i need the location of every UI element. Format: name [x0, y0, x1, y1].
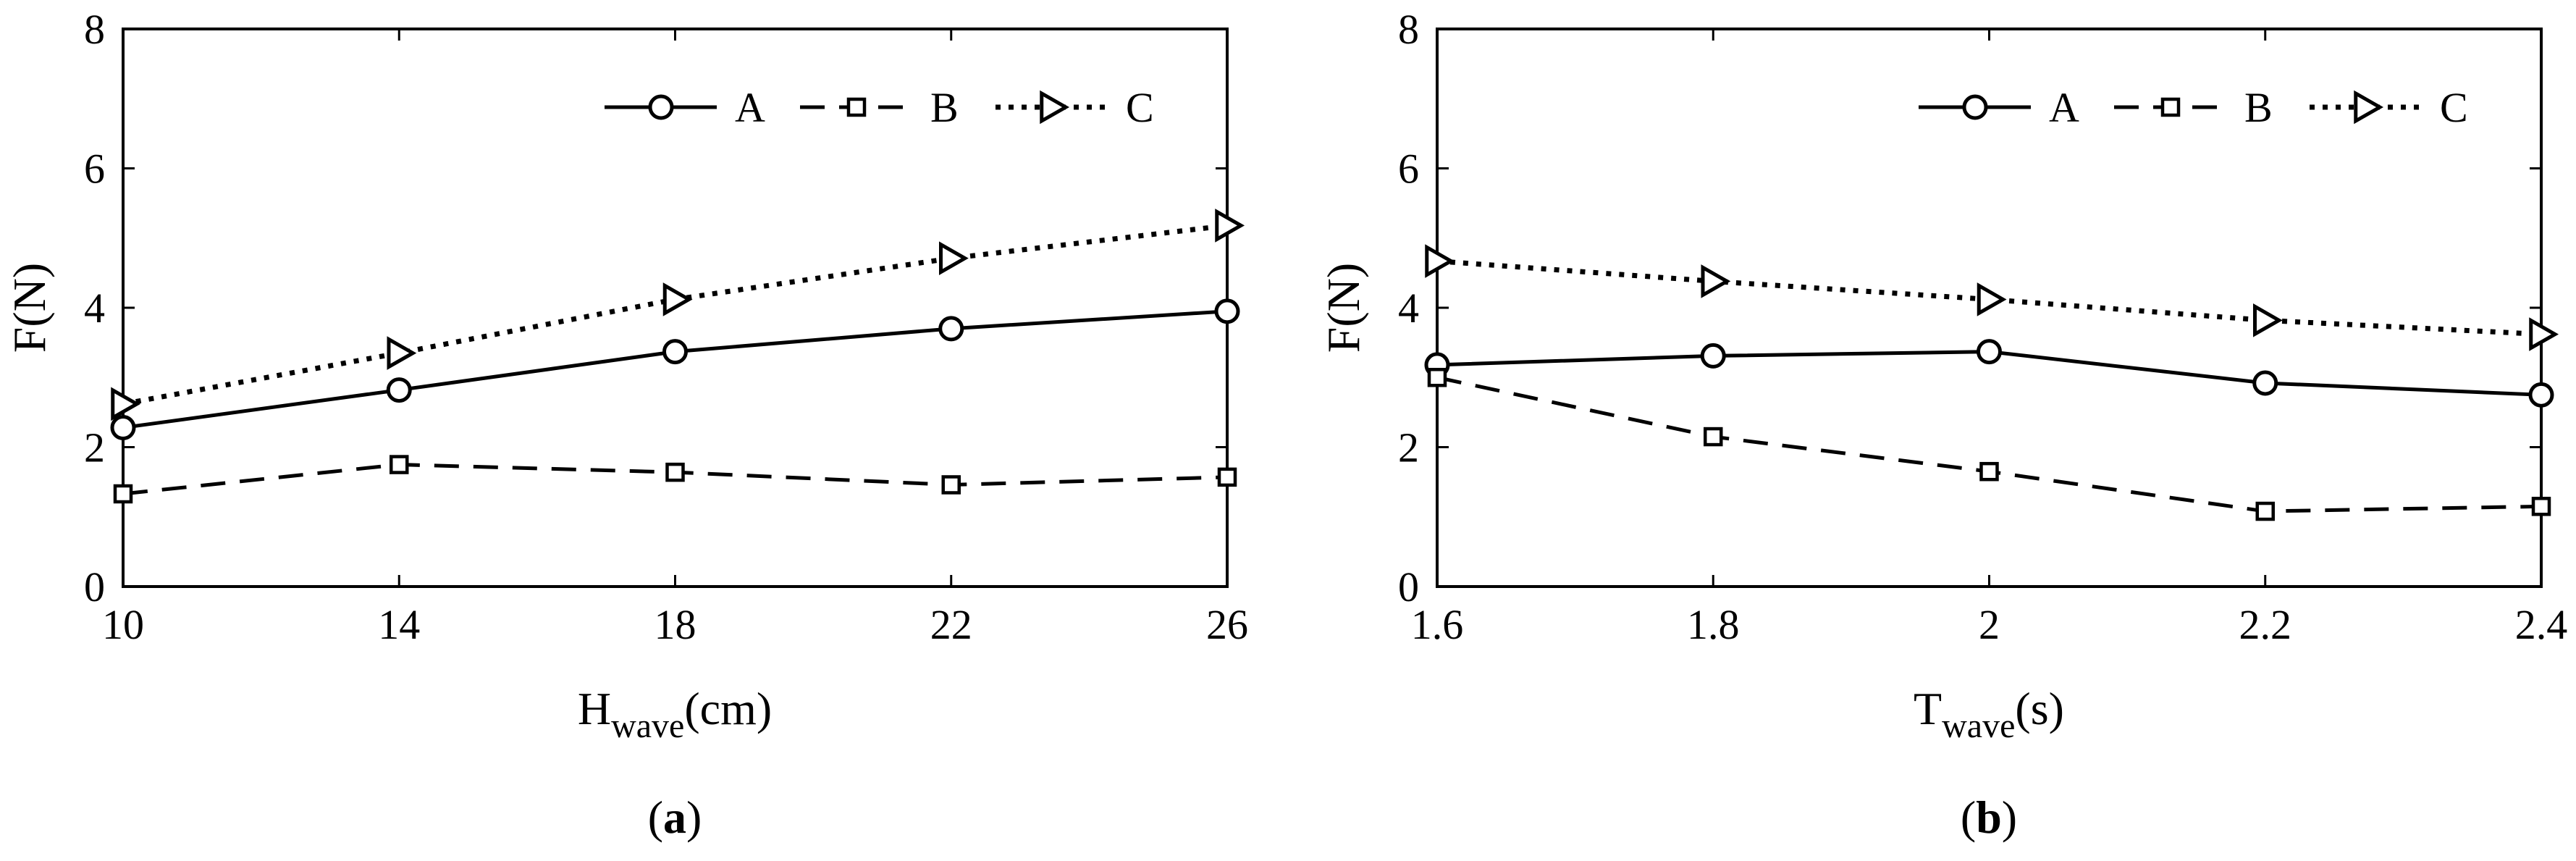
data-point-C [1701, 264, 1731, 298]
series-line-C [122, 222, 1228, 407]
data-point-C [1215, 209, 1245, 243]
series-line-A [122, 309, 1228, 430]
y-tick-label: 8 [84, 6, 105, 53]
data-point-A [1700, 343, 1726, 369]
y-tick-label: 6 [1398, 146, 1419, 193]
x-tick-label: 14 [378, 601, 420, 648]
data-point-A [2252, 370, 2278, 396]
x-tick-label: 2.2 [2239, 601, 2292, 648]
y-tick-label: 4 [1398, 285, 1419, 332]
y-tick-label: 0 [1398, 563, 1419, 610]
data-point-C [2529, 317, 2559, 351]
data-point-C [387, 336, 417, 370]
data-point-A [386, 377, 412, 403]
data-point-A [662, 339, 688, 365]
data-point-C [111, 387, 141, 421]
x-tick-label: 1.6 [1411, 601, 1464, 648]
x-tick-label: 18 [654, 601, 696, 648]
x-tick-label: 2.4 [2515, 601, 2568, 648]
panel-label-letter: b [1976, 791, 2002, 843]
x-axis-label-main: T [1914, 683, 1942, 734]
y-tick-label: 0 [84, 563, 105, 610]
legend-marker-B [846, 97, 867, 117]
legend: A B C [1919, 84, 2468, 131]
data-point-B [941, 475, 961, 495]
axis-ticks: 10 14 18 22 26 0 2 4 6 8 [84, 6, 1248, 648]
series-line-B [1436, 375, 2542, 513]
data-point-C [1977, 282, 2007, 316]
x-axis-label-subscript: wave [611, 707, 684, 745]
x-tick-label: 2 [1979, 601, 2000, 648]
series-line-C [1436, 259, 2542, 337]
x-tick-label: 10 [102, 601, 144, 648]
y-tick-label: 2 [84, 424, 105, 471]
x-axis-label-main: H [578, 683, 611, 734]
data-point-B [665, 462, 685, 482]
data-point-B [390, 455, 409, 474]
legend-label-A: A [735, 84, 765, 131]
data-point-C [1425, 244, 1455, 278]
chart-panel-a: 10 14 18 22 26 0 2 4 6 8 A B C F(N) Hwave(cm) (a) [4, 6, 1248, 843]
data-point-B [1427, 368, 1447, 387]
y-tick-label: 8 [1398, 6, 1419, 53]
data-point-B [1704, 427, 1723, 447]
series-layer [110, 209, 1245, 504]
y-tick-label: 4 [84, 285, 105, 332]
panel-label-letter: a [663, 791, 686, 843]
data-point-C [939, 241, 969, 275]
y-tick-label: 2 [1398, 424, 1419, 471]
x-tick-label: 1.8 [1687, 601, 1740, 648]
panel-label: (b) [1961, 791, 2017, 843]
y-axis-label: F(N) [1318, 263, 1369, 353]
data-point-B [113, 484, 133, 504]
legend-label-C: C [2440, 84, 2468, 131]
x-axis-label: Hwave(cm) [578, 683, 772, 745]
legend-label-C: C [1126, 84, 1154, 131]
legend-marker-A [1962, 94, 1988, 120]
legend-label-B: B [930, 84, 959, 131]
legend: A B C [605, 84, 1154, 131]
data-point-A [938, 316, 964, 342]
x-axis-label-unit: (cm) [684, 683, 772, 734]
data-point-B [2255, 501, 2275, 521]
y-axis-label: F(N) [4, 263, 55, 353]
legend-marker-A [648, 94, 674, 120]
x-tick-label: 26 [1206, 601, 1248, 648]
chart-panel-b: 1.6 1.8 2 2.2 2.4 0 2 4 6 8 A B C F(N) Twave(s) (b) [1318, 6, 2567, 843]
legend-label-A: A [2049, 84, 2079, 131]
legend-marker-C [2354, 90, 2384, 125]
data-point-A [2528, 382, 2554, 408]
legend-label-B: B [2244, 84, 2273, 131]
x-tick-label: 22 [930, 601, 972, 648]
axis-ticks: 1.6 1.8 2 2.2 2.4 0 2 4 6 8 [1398, 6, 2567, 648]
x-axis-label-subscript: wave [1942, 707, 2015, 745]
y-tick-label: 6 [84, 146, 105, 193]
data-point-B [1979, 461, 1999, 482]
series-layer [1424, 244, 2559, 521]
panel-label: (a) [648, 791, 702, 843]
data-point-C [2253, 303, 2283, 337]
legend-marker-C [1040, 90, 1070, 125]
legend-marker-B [2160, 97, 2181, 117]
data-point-A [110, 415, 136, 441]
data-point-B [2531, 497, 2551, 516]
data-point-C [662, 282, 693, 316]
data-point-A [1977, 339, 2002, 365]
x-axis-label: Twave(s) [1914, 683, 2064, 745]
data-point-A [1214, 298, 1240, 324]
data-point-B [1217, 467, 1237, 487]
x-axis-label-unit: (s) [2015, 683, 2064, 734]
